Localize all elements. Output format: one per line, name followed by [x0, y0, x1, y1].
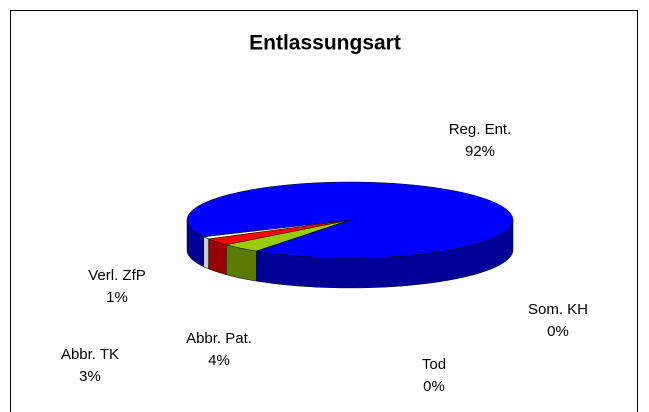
slice-label: Abbr. Pat. — [186, 330, 252, 347]
slice-value-label: 1% — [106, 289, 128, 306]
chart-title: Entlassungsart — [249, 32, 401, 55]
slice-label: Abbr. TK — [61, 346, 119, 363]
slice-value-label: 3% — [79, 368, 101, 385]
slice-value-label: 92% — [465, 143, 495, 160]
slice-label: Verl. ZfP — [88, 267, 146, 284]
slice-value-label: 4% — [208, 352, 230, 369]
slice-label: Som. KH — [528, 301, 588, 318]
slice-label: Tod — [422, 356, 446, 373]
slice-value-label: 0% — [547, 323, 569, 340]
slice-side — [203, 236, 209, 270]
slice-tops — [186, 181, 514, 259]
slice-side — [208, 238, 227, 276]
slice-value-label: 0% — [423, 378, 445, 395]
slice-label: Reg. Ent. — [449, 121, 512, 138]
